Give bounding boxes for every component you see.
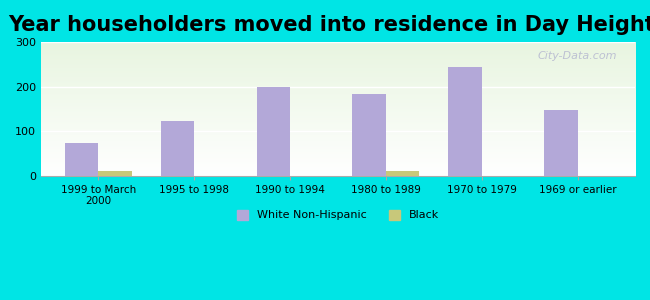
Bar xyxy=(352,94,386,176)
Bar xyxy=(386,171,419,175)
Bar xyxy=(544,110,577,176)
Bar xyxy=(257,87,290,176)
Bar xyxy=(161,121,194,176)
Title: Year householders moved into residence in Day Heights: Year householders moved into residence i… xyxy=(8,15,650,35)
Bar xyxy=(98,171,132,175)
Bar xyxy=(448,68,482,176)
Legend: White Non-Hispanic, Black: White Non-Hispanic, Black xyxy=(231,204,445,226)
Text: City-Data.com: City-Data.com xyxy=(538,52,618,61)
Bar xyxy=(65,143,98,176)
